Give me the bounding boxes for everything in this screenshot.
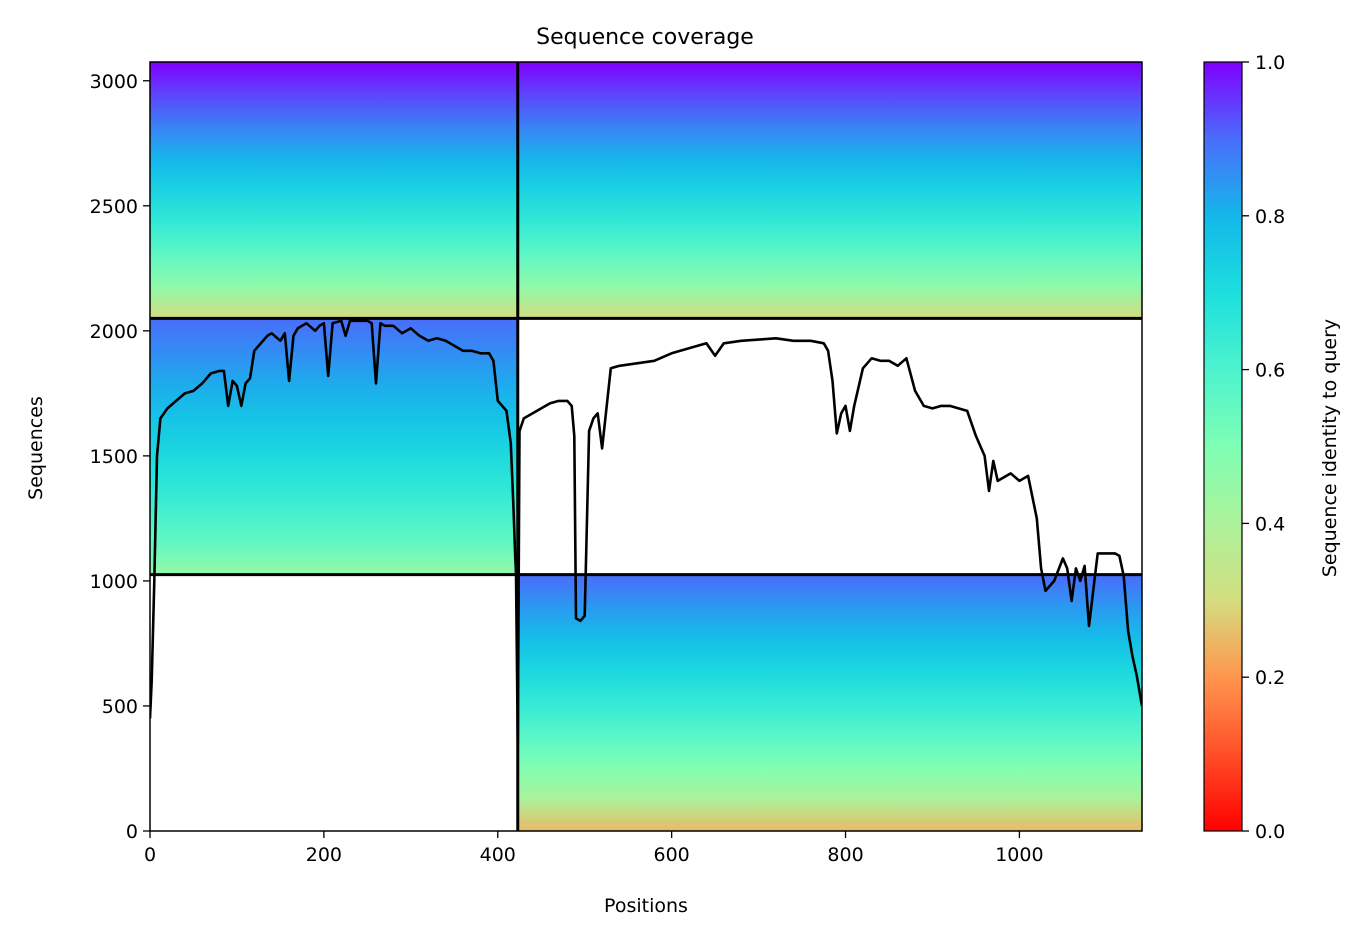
y-tick-label: 0 — [126, 821, 138, 843]
chart-title: Sequence coverage — [536, 25, 754, 50]
y-tick-label: 1000 — [90, 571, 138, 593]
y-axis-label: Sequences — [25, 396, 47, 500]
x-tick-label: 400 — [480, 844, 516, 866]
colorbar-label: Sequence identity to query — [1319, 319, 1341, 577]
coverage-block — [150, 318, 518, 575]
colorbar-tick-label: 0.4 — [1255, 513, 1285, 535]
x-axis: 0 200 400 600 800 1000 — [144, 831, 1044, 866]
y-axis: 0 500 1000 1500 2000 2500 3000 — [90, 71, 150, 843]
coverage-blocks — [150, 62, 1142, 831]
x-tick-label: 600 — [654, 844, 690, 866]
y-tick-label: 2000 — [90, 321, 138, 343]
y-tick-label: 2500 — [90, 196, 138, 218]
colorbar-tick-label: 0.6 — [1255, 360, 1285, 382]
colorbar-tick-label: 0.8 — [1255, 206, 1285, 228]
coverage-line-layer — [150, 319, 1142, 745]
x-tick-label: 0 — [144, 844, 156, 866]
coverage-block — [517, 574, 1142, 831]
coverage-block — [517, 62, 1142, 319]
coverage-block — [150, 62, 518, 319]
y-tick-label: 3000 — [90, 71, 138, 93]
x-axis-label: Positions — [604, 895, 688, 917]
colorbar-tick-label: 1.0 — [1255, 52, 1285, 74]
y-tick-label: 1500 — [90, 446, 138, 468]
x-tick-label: 1000 — [995, 844, 1043, 866]
colorbar-gradient — [1203, 61, 1243, 832]
plot-frame — [149, 61, 1143, 832]
colorbar-tick-label: 0.0 — [1255, 821, 1285, 843]
x-tick-label: 800 — [827, 844, 863, 866]
x-tick-label: 200 — [306, 844, 342, 866]
y-tick-label: 500 — [102, 696, 138, 718]
coverage-line — [150, 319, 1142, 745]
colorbar: 0.0 0.2 0.4 0.6 0.8 1.0 — [1203, 52, 1285, 843]
colorbar-tick-label: 0.2 — [1255, 667, 1285, 689]
